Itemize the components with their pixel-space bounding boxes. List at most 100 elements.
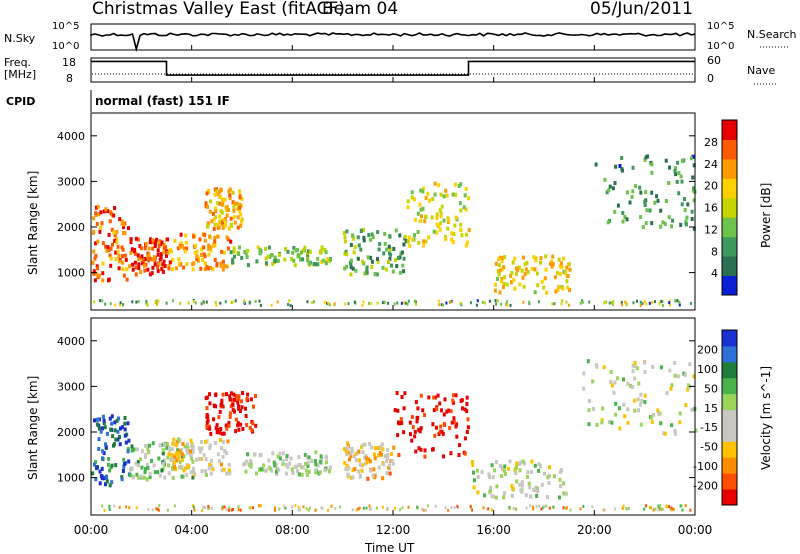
heat-cell: [455, 434, 459, 439]
heat-cell: [663, 431, 667, 436]
heat-cell: [227, 226, 231, 231]
heat-cell: [689, 302, 692, 305]
heat-cell: [214, 215, 217, 220]
heat-cell: [226, 246, 230, 251]
heat-cell: [125, 505, 128, 509]
heat-cell: [232, 246, 236, 251]
heat-cell: [369, 237, 373, 242]
heat-cell: [128, 506, 131, 510]
heat-cell: [145, 256, 149, 261]
heat-cell: [645, 504, 647, 508]
cpid-value: normal (fast) 151 IF: [95, 94, 230, 108]
heat-cell: [410, 195, 414, 200]
heat-cell: [502, 281, 506, 286]
heat-cell: [110, 463, 114, 468]
heat-cell: [192, 471, 196, 476]
heat-cell: [407, 299, 410, 303]
heat-cell: [153, 470, 157, 475]
heat-cell: [532, 507, 535, 511]
heat-cell: [457, 453, 461, 457]
heat-cell: [452, 232, 456, 236]
heat-cell: [357, 458, 361, 463]
heat-cell: [137, 262, 141, 267]
heat-cell: [637, 381, 641, 386]
heat-cell: [214, 441, 218, 445]
heat-cell: [492, 494, 495, 499]
heat-cell: [94, 477, 98, 482]
heat-cell: [498, 463, 502, 468]
heat-cell: [423, 219, 427, 224]
heat-cell: [514, 507, 517, 511]
heat-cell: [503, 255, 507, 260]
heat-cell: [200, 446, 204, 451]
heat-cell: [357, 507, 360, 511]
heat-cell: [540, 482, 544, 487]
heat-cell: [444, 234, 447, 239]
heat-cell: [670, 506, 673, 510]
heat-cell: [288, 299, 291, 303]
velocity-heatmap: [91, 359, 698, 512]
heat-cell: [117, 266, 121, 271]
heat-cell: [206, 189, 210, 193]
heat-cell: [661, 220, 665, 225]
heat-cell: [201, 509, 204, 512]
heat-cell: [643, 200, 647, 204]
heat-cell: [166, 237, 170, 242]
heat-cell: [299, 508, 301, 512]
heat-cell: [500, 302, 503, 306]
heat-cell: [435, 230, 439, 235]
heat-cell: [289, 456, 293, 461]
heat-cell: [151, 441, 155, 446]
heat-cell: [205, 412, 209, 417]
heat-cell: [206, 204, 209, 209]
heat-cell: [204, 201, 208, 206]
freq-label-line1: Freq.: [4, 56, 31, 69]
heat-cell: [498, 290, 502, 295]
heat-cell: [453, 182, 457, 187]
heat-cell: [266, 254, 270, 259]
heat-cell: [307, 455, 311, 460]
heat-cell: [237, 427, 241, 432]
heat-cell: [678, 420, 682, 425]
heat-cell: [344, 249, 348, 254]
heat-cell: [355, 508, 358, 512]
heat-cell: [102, 418, 106, 423]
heat-cell: [306, 455, 309, 460]
heat-cell: [668, 299, 671, 303]
heat-cell: [625, 217, 629, 222]
heat-cell: [411, 237, 415, 242]
heat-cell: [476, 475, 480, 479]
heat-cell: [316, 262, 320, 267]
heat-cell: [545, 290, 549, 295]
heat-cell: [431, 447, 434, 452]
heat-cell: [406, 302, 409, 306]
heat-cell: [208, 401, 212, 406]
heat-cell: [163, 475, 167, 480]
heat-cell: [614, 412, 618, 417]
heat-cell: [230, 222, 234, 227]
heat-cell: [136, 447, 139, 452]
heat-cell: [523, 272, 527, 277]
heat-cell: [93, 256, 97, 261]
heat-cell: [678, 303, 681, 307]
heat-cell: [215, 303, 218, 307]
heat-cell: [108, 483, 112, 488]
heat-cell: [118, 505, 121, 509]
heat-cell: [200, 457, 203, 461]
heat-cell: [356, 235, 360, 240]
heat-cell: [608, 184, 612, 189]
heat-cell: [613, 181, 617, 186]
heat-cell: [366, 476, 370, 481]
heat-cell: [471, 463, 475, 467]
heat-cell: [185, 442, 189, 447]
heat-cell: [396, 433, 400, 438]
heat-cell: [116, 244, 120, 249]
heat-cell: [328, 303, 331, 307]
heat-cell: [381, 505, 384, 509]
heat-cell: [419, 447, 423, 452]
heat-cell: [244, 469, 248, 474]
heat-cell: [221, 267, 225, 272]
heat-cell: [171, 466, 175, 470]
heat-cell: [562, 491, 566, 496]
heat-cell: [370, 232, 374, 237]
